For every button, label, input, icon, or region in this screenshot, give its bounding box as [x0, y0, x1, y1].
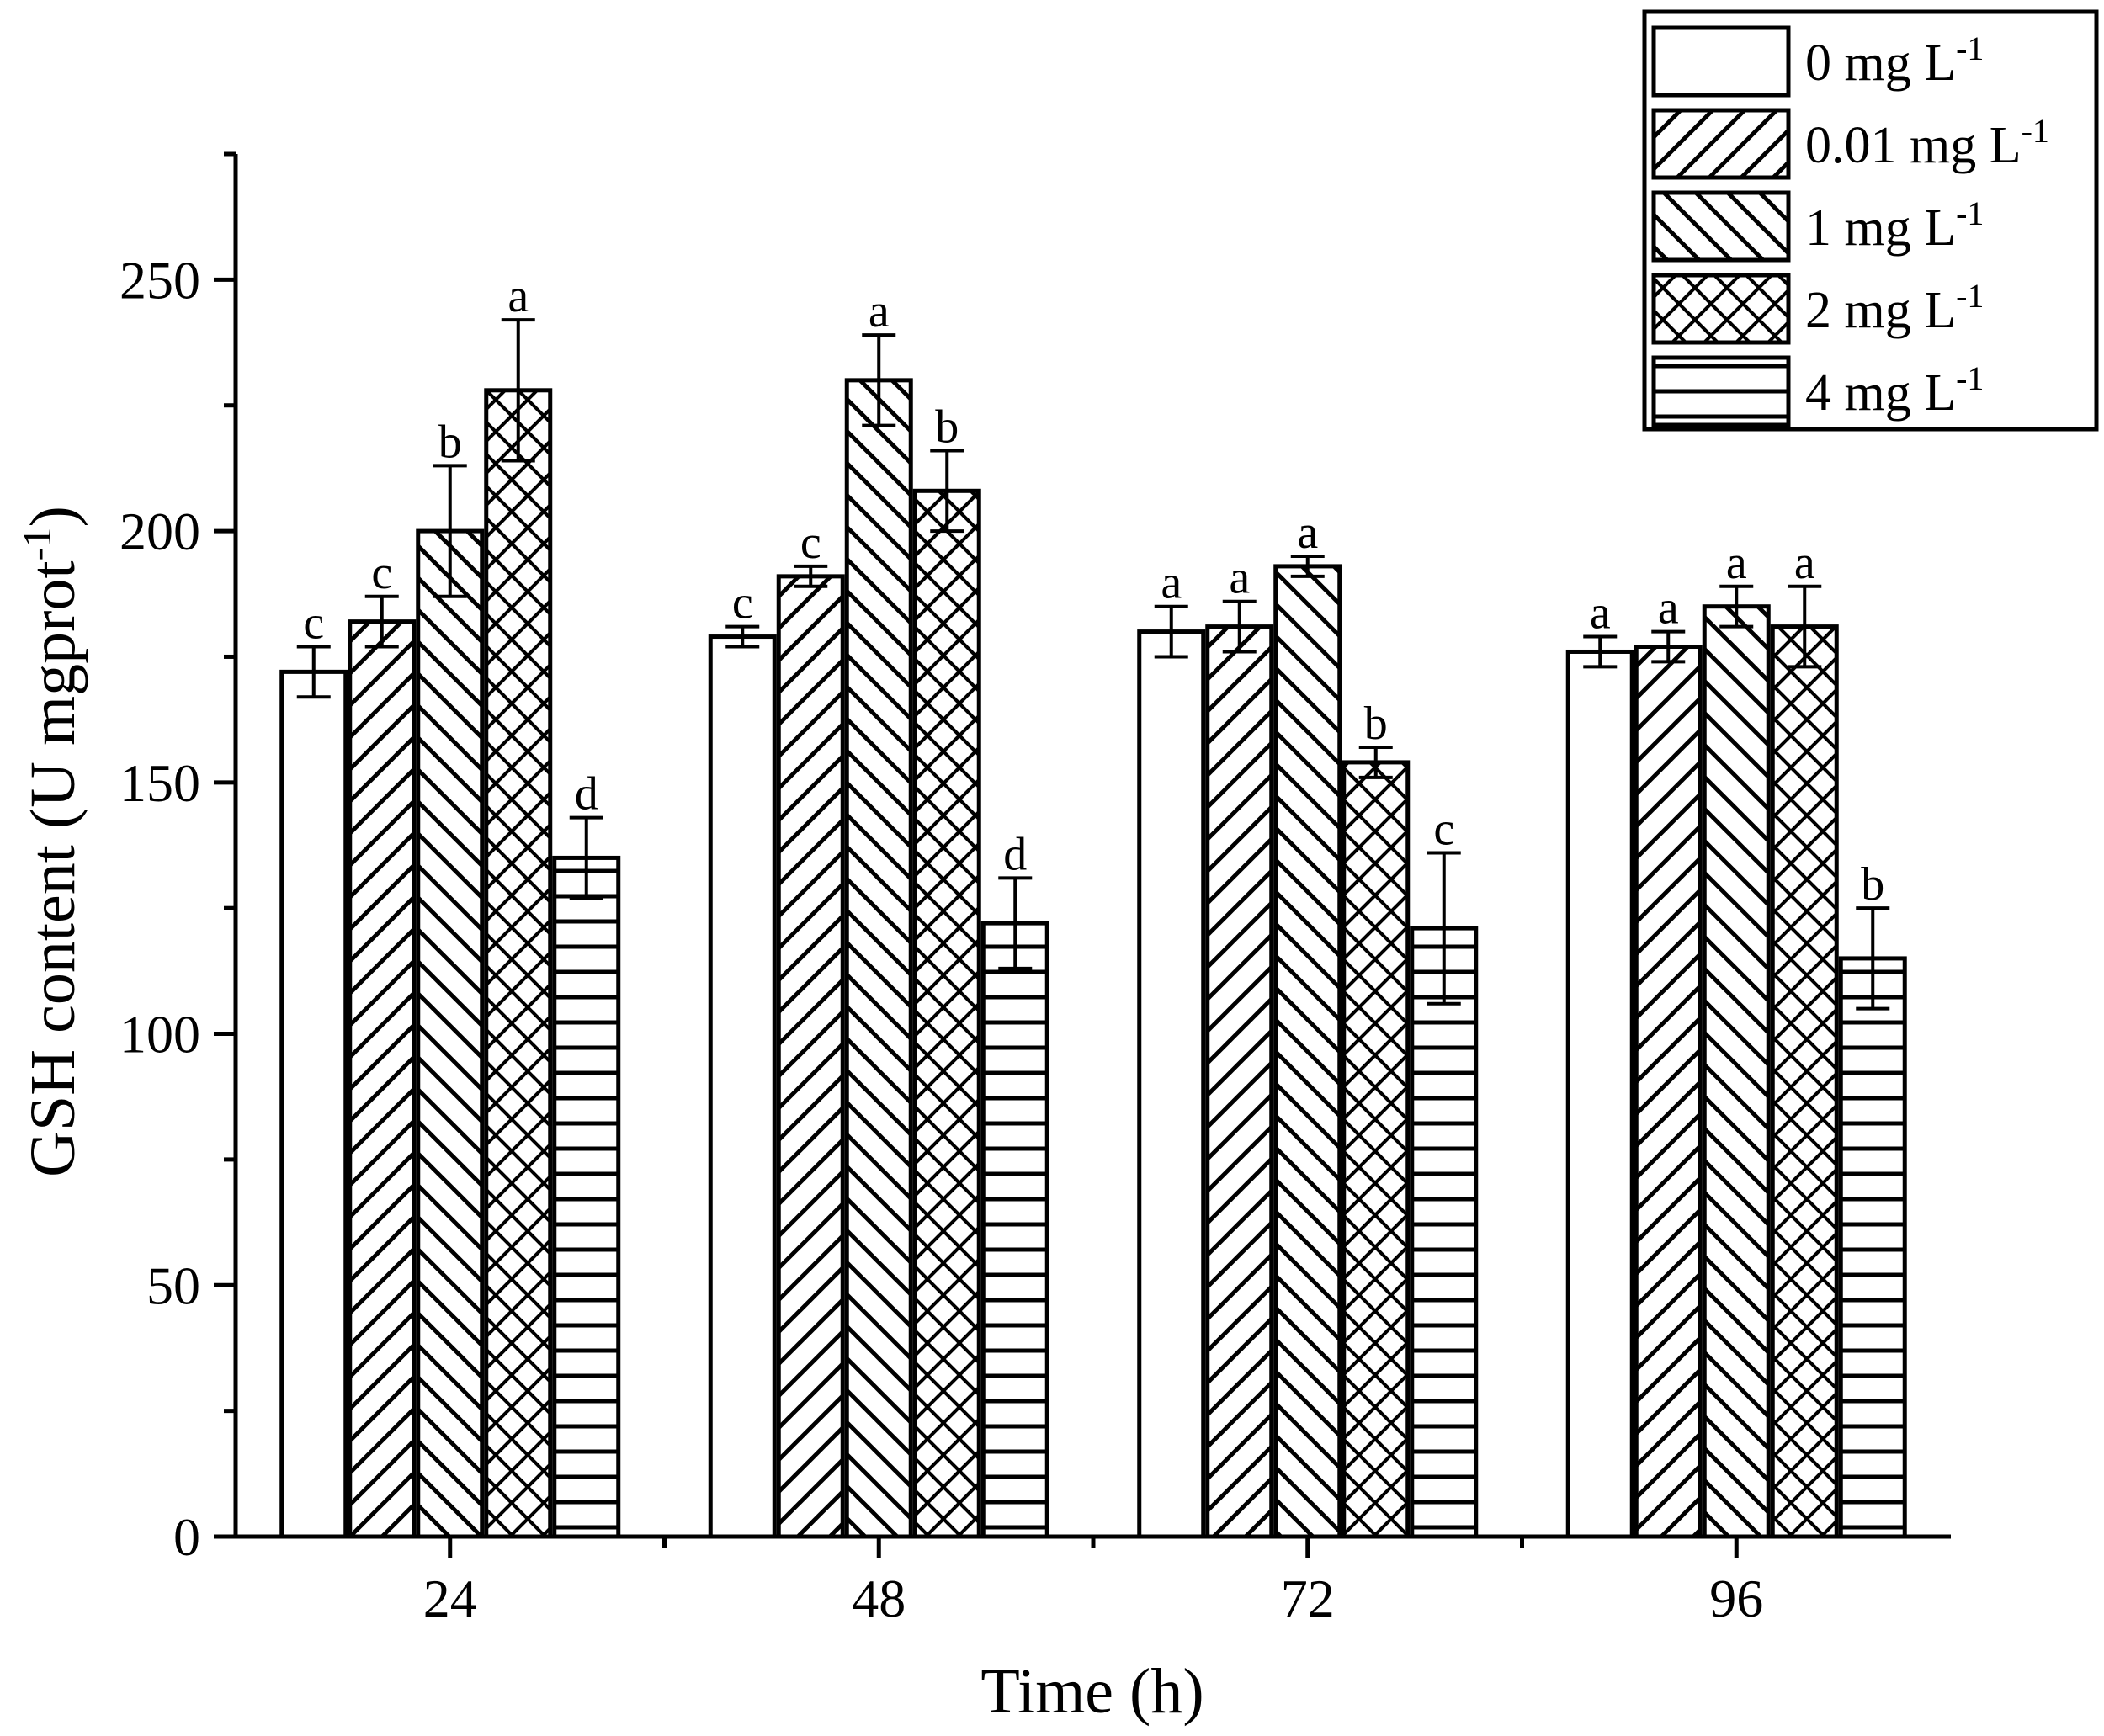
significance-letter: a	[1726, 537, 1747, 589]
legend-label: 4 mg L-1	[1805, 359, 1984, 422]
bar	[279, 669, 348, 1539]
legend-swatch	[1651, 108, 1791, 180]
bar	[416, 528, 485, 1539]
error-bars-layer	[296, 318, 1890, 1011]
x-axis-title: Time (h)	[980, 1656, 1203, 1727]
legend-swatch	[1651, 273, 1791, 345]
legend-swatch	[1651, 190, 1791, 263]
significance-letter: a	[1658, 582, 1679, 634]
significance-letter: b	[438, 416, 462, 468]
legend: 0 mg L-1 0.01 mg L-1 1 mg L-1 2 mg L-1 4 mg …	[1642, 9, 2099, 432]
bar	[1634, 645, 1703, 1539]
bar	[1770, 624, 1839, 1539]
significance-letter: c	[1433, 803, 1454, 855]
y-axis-title-close: )	[18, 506, 88, 527]
bar	[348, 619, 417, 1539]
bar	[1273, 564, 1342, 1539]
bar	[1565, 649, 1634, 1539]
bar	[484, 388, 553, 1539]
significance-letter: a	[1297, 507, 1318, 559]
significance-letter: d	[1003, 828, 1027, 880]
bar	[844, 378, 913, 1539]
significance-letter: c	[800, 517, 821, 569]
significance-letter: c	[303, 597, 324, 650]
significance-letter: c	[371, 547, 392, 599]
bar	[552, 855, 621, 1539]
x-tick-label: 48	[852, 1569, 906, 1628]
significance-letter: a	[507, 270, 529, 322]
legend-items: 0 mg L-1 0.01 mg L-1 1 mg L-1 2 mg L-1 4 mg …	[1651, 25, 2049, 427]
bar	[1205, 624, 1274, 1539]
bar	[1410, 926, 1479, 1539]
legend-label: 1 mg L-1	[1805, 194, 1984, 257]
significance-letter: b	[1861, 858, 1884, 910]
y-tick-label: 150	[120, 753, 200, 813]
bar	[1342, 760, 1411, 1539]
x-tick-label: 24	[423, 1569, 477, 1628]
significance-letter: d	[575, 768, 598, 820]
significance-letter: a	[1590, 587, 1611, 640]
axes: 0 50 100 150 200 250 24 48 72 96	[120, 151, 1951, 1628]
y-tick-label: 100	[120, 1005, 200, 1064]
significance-letter: a	[1794, 537, 1815, 589]
bar	[1137, 629, 1206, 1539]
significance-letter: b	[935, 401, 959, 453]
y-tick-label: 50	[146, 1256, 200, 1315]
legend-swatch	[1651, 25, 1791, 98]
bar	[912, 488, 981, 1539]
y-tick-label: 0	[173, 1507, 200, 1567]
y-axis-title-superscript: -1	[15, 527, 60, 560]
legend-swatch	[1651, 355, 1791, 427]
significance-letter: b	[1364, 698, 1388, 750]
significance-letter: c	[732, 577, 753, 629]
bar	[708, 634, 777, 1539]
x-axis-ticks: 24 48 72 96	[423, 1537, 1763, 1628]
bar	[980, 921, 1049, 1539]
significance-letter: a	[869, 285, 890, 337]
y-axis-title-main: GSH content (U mgprot	[18, 560, 88, 1176]
bar	[776, 574, 845, 1539]
y-axis-ticks: 0 50 100 150 200 250	[120, 151, 236, 1567]
significance-letter: a	[1161, 557, 1182, 609]
bars-layer	[279, 378, 1907, 1539]
legend-label: 0 mg L-1	[1805, 29, 1984, 92]
significance-letter: a	[1229, 552, 1250, 604]
bar	[1702, 604, 1771, 1539]
y-tick-label: 200	[120, 502, 200, 561]
x-tick-label: 96	[1709, 1569, 1763, 1628]
legend-label: 2 mg L-1	[1805, 277, 1984, 339]
y-tick-label: 250	[120, 250, 200, 310]
y-axis-title: GSH content (U mgprot-1)	[15, 506, 88, 1177]
legend-label: 0.01 mg L-1	[1805, 112, 2049, 174]
bar	[1838, 956, 1907, 1539]
x-tick-label: 72	[1281, 1569, 1335, 1628]
